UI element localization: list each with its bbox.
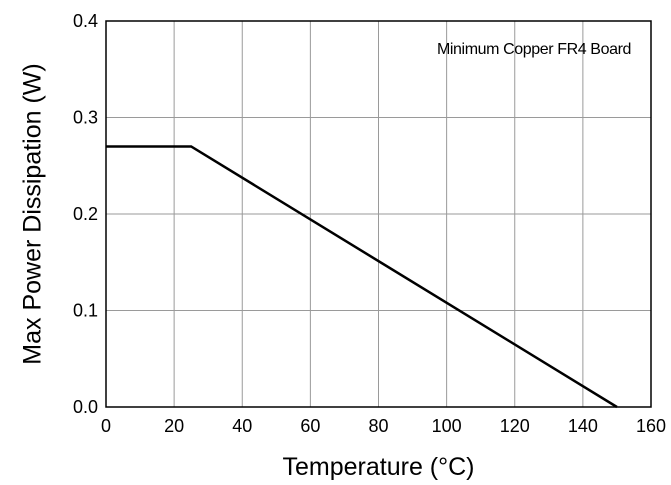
x-tick-label: 140 <box>568 416 598 436</box>
power-derating-line <box>106 145 618 409</box>
grid-lines <box>106 21 651 407</box>
series-layer <box>106 145 618 409</box>
x-tick-label: 0 <box>101 416 111 436</box>
y-tick-labels: 0.0 0.1 0.2 0.3 0.4 <box>73 11 98 417</box>
x-tick-label: 60 <box>300 416 320 436</box>
y-tick-label: 0.3 <box>73 108 98 128</box>
y-tick-label: 0.1 <box>73 301 98 321</box>
y-axis-title: Max Power Dissipation (W) <box>19 63 47 364</box>
x-tick-label: 20 <box>164 416 184 436</box>
y-tick-label: 0.0 <box>73 397 98 417</box>
x-tick-label: 40 <box>232 416 252 436</box>
plot-frame <box>105 20 652 408</box>
x-tick-labels: 0 20 40 60 80 100 120 140 160 <box>101 416 666 436</box>
board-annotation: Minimum Copper FR4 Board <box>437 41 631 58</box>
x-axis-title: Temperature (°C) <box>283 453 475 481</box>
y-tick-label: 0.2 <box>73 204 98 224</box>
y-tick-label: 0.4 <box>73 11 98 31</box>
x-tick-label: 80 <box>368 416 388 436</box>
x-tick-label: 160 <box>636 416 666 436</box>
x-tick-label: 100 <box>432 416 462 436</box>
x-tick-label: 120 <box>500 416 530 436</box>
